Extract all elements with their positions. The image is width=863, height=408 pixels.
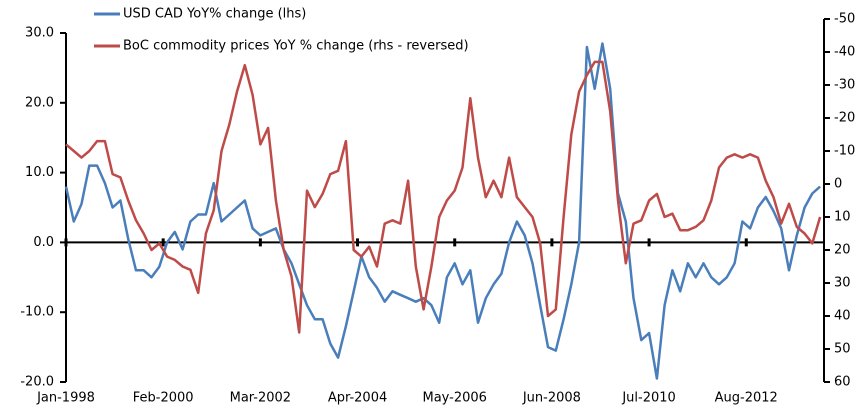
y2-tick-label: 10	[834, 210, 851, 225]
x-tick-label: Jul-2010	[621, 391, 675, 406]
y2-tick-label: 60	[834, 375, 851, 390]
y-tick-label: 30.0	[25, 26, 54, 41]
x-tick-label: Aug-2012	[715, 391, 778, 406]
x-tick-label: Jan-1998	[36, 391, 95, 406]
y-tick-label: 10.0	[25, 165, 54, 180]
y-tick-label: 20.0	[25, 95, 54, 110]
y2-tick-label: 40	[834, 309, 851, 324]
y2-tick-label: -20	[834, 111, 855, 126]
y-tick-label: 0.0	[33, 235, 54, 250]
series-line	[64, 42, 821, 380]
y2-tick-label: 0	[834, 177, 842, 192]
series-line	[65, 60, 822, 334]
y2-tick-label: 20	[834, 243, 851, 258]
y2-tick-label: -10	[834, 144, 855, 159]
x-tick-label: Mar-2002	[230, 391, 291, 406]
y-tick-label: -10.0	[20, 305, 54, 320]
legend-label: BoC commodity prices YoY % change (rhs -…	[123, 39, 469, 54]
y2-tick-label: -40	[834, 45, 855, 60]
x-tick-label: May-2006	[422, 391, 486, 406]
legend-label: USD CAD YoY% change (lhs)	[123, 7, 306, 22]
x-tick-label: Feb-2000	[133, 391, 194, 406]
y-tick-label: -20.0	[20, 375, 54, 390]
y2-tick-label: -30	[834, 78, 855, 93]
y2-tick-label: 50	[834, 342, 851, 357]
x-tick-label: Jun-2008	[522, 391, 581, 406]
y2-tick-label: -50	[834, 12, 855, 27]
x-tick-label: Apr-2004	[328, 391, 387, 406]
y2-tick-label: 30	[834, 276, 851, 291]
